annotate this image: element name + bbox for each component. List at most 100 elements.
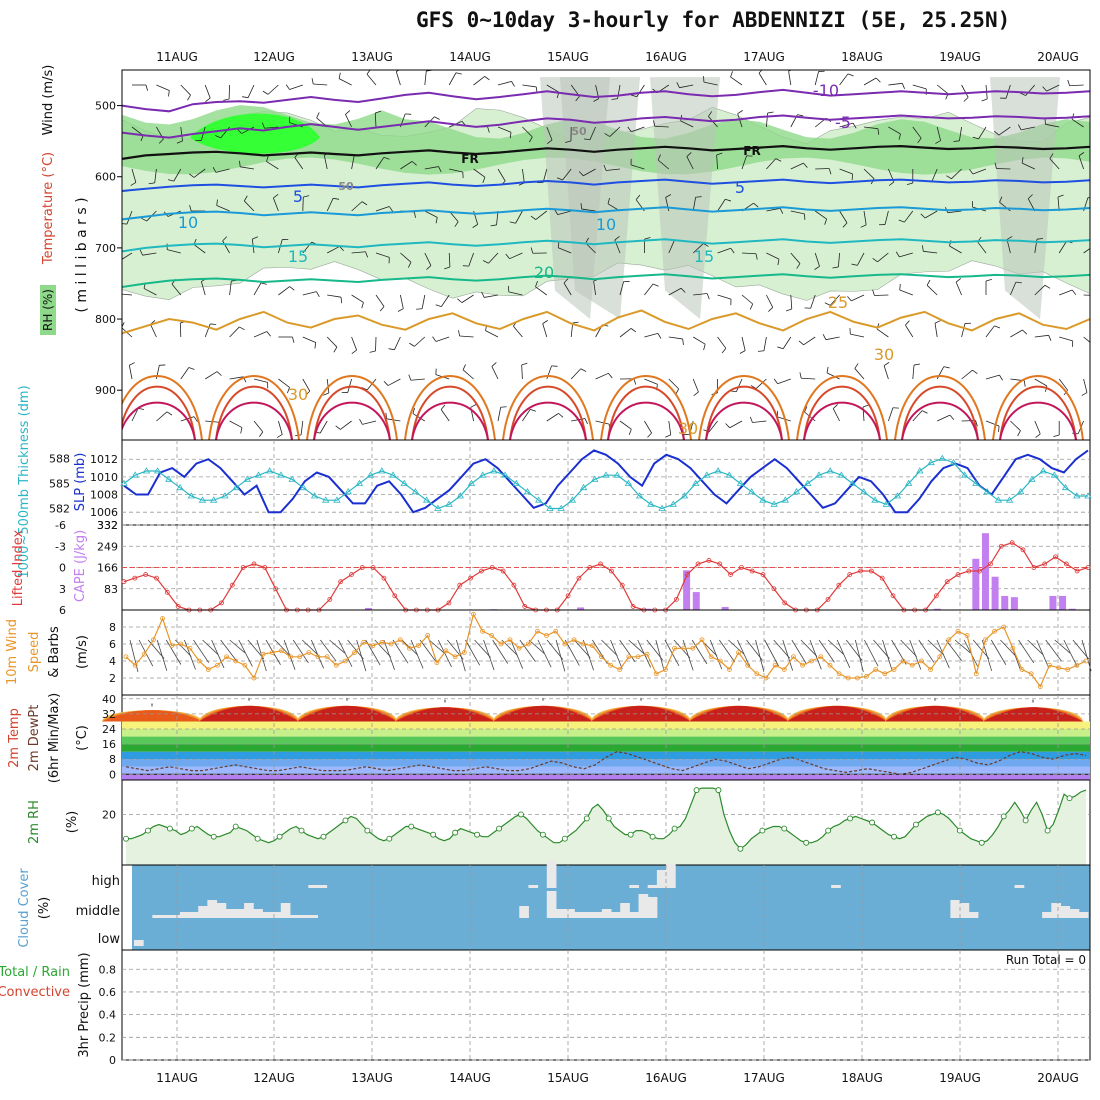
wind-barb xyxy=(1046,84,1060,92)
wind10m-barb xyxy=(628,639,645,655)
wind-speed-point xyxy=(525,641,531,647)
lifted-index-point xyxy=(674,596,679,602)
lifted-index-point xyxy=(381,575,387,581)
wind-barb xyxy=(581,208,596,212)
thickness-point xyxy=(120,479,128,486)
wind10m-barb xyxy=(474,639,491,658)
wind-barb xyxy=(542,323,548,338)
wind-barb xyxy=(222,240,230,254)
wind-barb xyxy=(814,71,819,86)
wind-barb-flag xyxy=(755,253,758,260)
wind-barb xyxy=(999,201,1011,212)
wind-barb xyxy=(546,84,560,93)
wind-barb-flag xyxy=(285,84,290,90)
wind10m-barb xyxy=(510,639,524,669)
rh-shading-bright xyxy=(190,113,320,154)
cloud-bar xyxy=(959,903,970,918)
rh2m-point xyxy=(166,825,173,832)
thickness-point xyxy=(322,496,330,503)
wind-barb-flag xyxy=(491,362,497,367)
wind-barb-flag xyxy=(490,224,497,227)
thickness-point xyxy=(1005,496,1014,503)
lifted-index-point xyxy=(1053,554,1058,560)
wind-barb xyxy=(243,200,255,212)
wind-barb xyxy=(644,283,654,296)
wind-barb-flag xyxy=(411,161,417,166)
wind-barb xyxy=(934,323,938,338)
wind-barb xyxy=(693,293,708,296)
date-label-bottom: 13AUG xyxy=(351,1071,393,1085)
wind-speed-point xyxy=(736,650,741,655)
thickness-point xyxy=(994,496,1003,503)
wind-barb xyxy=(752,420,767,423)
isotherm-arch xyxy=(999,401,1077,440)
cloud-bar xyxy=(1014,885,1025,888)
wind-barb xyxy=(825,336,840,341)
wind-barb xyxy=(410,378,425,381)
wind-barb-flag xyxy=(628,429,632,435)
lifted-index-point xyxy=(858,568,863,574)
wind-barb-flag xyxy=(239,326,245,331)
isotherm-line xyxy=(122,273,1090,288)
wind-barb xyxy=(247,84,255,98)
wind-barb-flag xyxy=(657,154,661,161)
cloud-bar xyxy=(1069,909,1080,918)
wind-barb xyxy=(319,420,328,434)
wind-barb xyxy=(302,378,311,392)
lifted-index-point xyxy=(988,561,993,567)
wind-barb-flag xyxy=(847,296,852,302)
contour-label: 30 xyxy=(288,385,308,404)
wind-barb-flag xyxy=(305,390,311,396)
wind-barb xyxy=(351,294,364,303)
wind-barb xyxy=(424,71,427,86)
thickness-point xyxy=(1039,467,1047,474)
rh-tick-label: 20 xyxy=(102,808,116,821)
wind-barb-flag xyxy=(799,372,802,379)
wind-barb xyxy=(644,420,652,434)
wind-barb-flag xyxy=(730,247,735,254)
wind-barb xyxy=(302,336,316,343)
wind-barb-flag xyxy=(166,411,173,416)
wind-barb-flag xyxy=(1081,392,1088,396)
wind10m-barb xyxy=(1063,639,1078,667)
wind-barb-flag xyxy=(913,363,920,366)
temp2m-axis-label: (°C) xyxy=(75,725,90,751)
wind-barb xyxy=(1059,289,1073,296)
series-line-slp xyxy=(123,449,1089,514)
cloud-bar xyxy=(647,897,658,918)
wind10m-barb xyxy=(682,639,694,671)
wind-speed-point xyxy=(379,639,385,645)
lifted-index-point xyxy=(1063,561,1069,567)
rh2m-point xyxy=(518,811,524,818)
isotherm-arch xyxy=(404,374,496,440)
wind-barb-flag xyxy=(917,137,922,144)
wind-barb-flag xyxy=(777,346,784,350)
wind-barb-flag xyxy=(340,297,343,304)
wind-barb xyxy=(521,364,523,380)
wind-barb xyxy=(730,76,743,86)
wind-barb xyxy=(829,294,840,306)
wind-barb xyxy=(448,252,451,268)
wind-barb-flag xyxy=(535,281,538,287)
wind-barb xyxy=(1034,284,1046,296)
wind-barb xyxy=(327,294,342,298)
isotherm-arch xyxy=(803,401,881,440)
wind-barb xyxy=(839,122,854,128)
wind-speed-point xyxy=(1037,684,1043,689)
lifted-index-point xyxy=(262,565,268,570)
lifted-index-point xyxy=(619,582,625,588)
wind-barb-flag xyxy=(633,378,637,385)
wind-barb-flag xyxy=(187,94,191,101)
wind-barb-flag xyxy=(604,133,610,137)
wind10m-barb xyxy=(374,639,392,658)
wind-barb-flag xyxy=(426,265,432,270)
wind-barb-flag xyxy=(627,126,632,133)
isotherm-arch xyxy=(705,385,783,440)
lifted-index-point xyxy=(446,600,452,606)
wind-speed-point xyxy=(589,643,595,649)
wind-barb xyxy=(654,125,669,128)
wind-barb xyxy=(570,323,574,338)
wind-barb-flag xyxy=(753,202,759,208)
lifted-index-point xyxy=(154,575,159,581)
wind-barb-flag xyxy=(721,348,727,354)
